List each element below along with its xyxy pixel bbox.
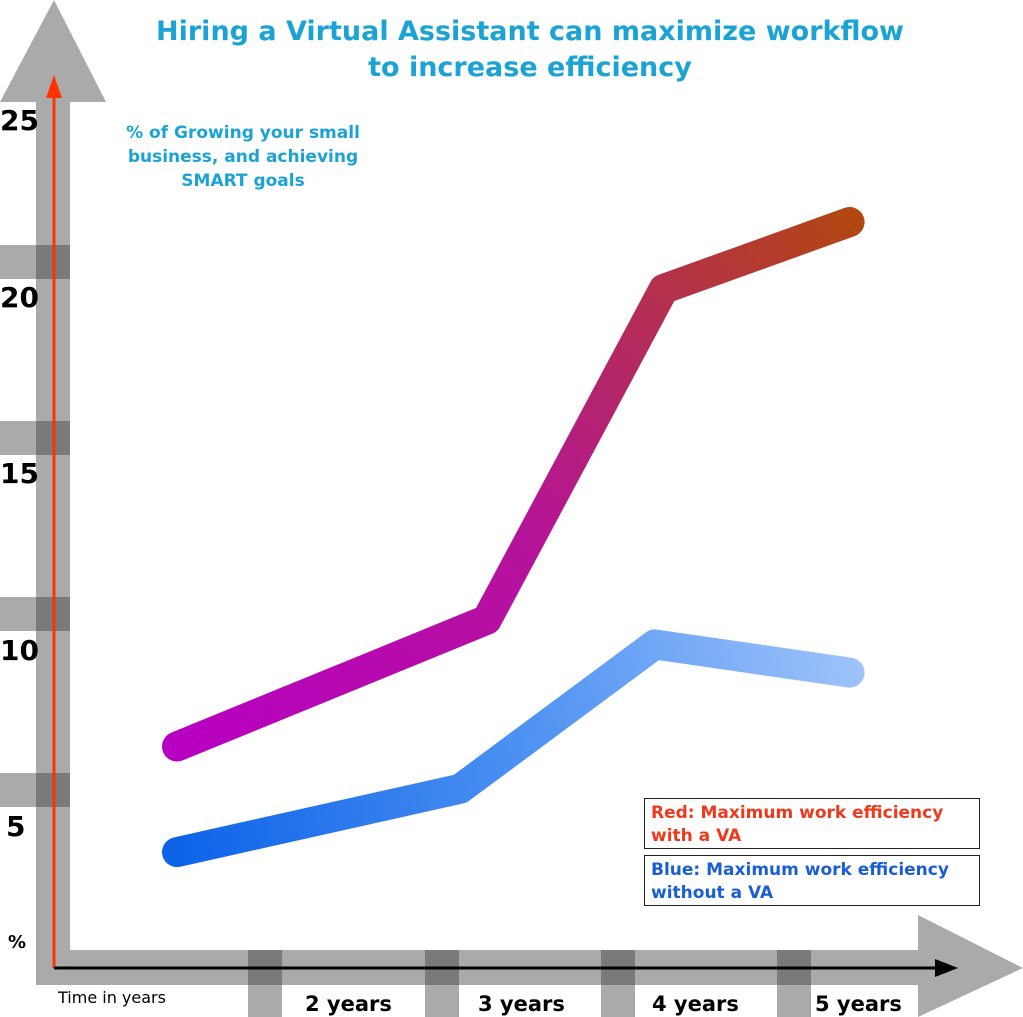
y-axis-arrow [46,75,62,968]
legend-item-red: Red: Maximum work efficiency with a VA [644,798,980,849]
y-axis-label: % of Growing your small business, and ac… [126,123,360,191]
y-tick-label-25: 25 [0,104,39,137]
y-tick-label-20: 20 [0,281,39,314]
x-axis-arrow [54,959,958,977]
series-line-red [162,207,865,762]
y-tick-label-15: 15 [0,457,39,490]
x-tick-label-2-years: 2 years [305,992,392,1016]
y-tick-label-10: 10 [0,634,39,667]
x-tick-label-4-years: 4 years [652,992,739,1016]
x-tick-label-3-years: 3 years [478,992,565,1016]
x-tick-blocks [248,950,811,1017]
chart-title: Hiring a Virtual Assistant can maximize … [156,16,904,83]
y-unit-label: % [8,932,26,953]
series-line-blue [162,629,865,868]
x-axis-label: Time in years [57,988,166,1007]
legend-item-blue: Blue: Maximum work efficiency without a … [644,855,980,906]
x-tick-label-5-years: 5 years [815,992,902,1016]
y-tick-label-5: 5 [6,810,25,843]
